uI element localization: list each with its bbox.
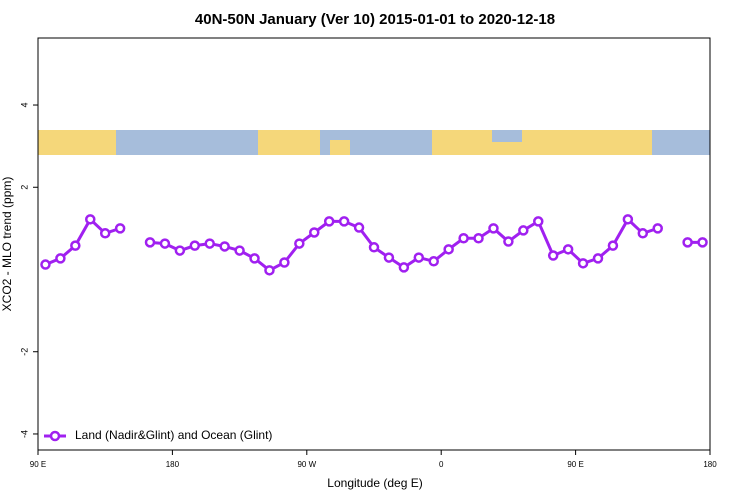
legend: Land (Nadir&Glint) and Ocean (Glint): [44, 428, 272, 442]
point: [533, 216, 544, 227]
point: [428, 256, 439, 267]
point: [562, 244, 574, 255]
point: [219, 241, 230, 252]
point: [398, 262, 410, 273]
legend-label: Land (Nadir&Glint) and Ocean (Glint): [75, 428, 272, 442]
point: [652, 223, 663, 234]
point: [413, 252, 425, 263]
point: [518, 225, 529, 236]
point: [40, 259, 51, 270]
point: [114, 223, 126, 234]
point: [99, 228, 111, 239]
point: [159, 238, 171, 249]
point: [85, 214, 96, 225]
x-tick-label: 0: [439, 460, 444, 469]
point: [338, 216, 350, 227]
point: [458, 232, 469, 244]
point: [70, 240, 81, 251]
point: [189, 240, 201, 251]
point: [473, 232, 484, 244]
point: [547, 250, 559, 261]
point: [204, 238, 215, 249]
point: [697, 237, 708, 248]
x-tick-label: 180: [166, 460, 180, 469]
x-tick-label: 90 E: [567, 460, 583, 469]
point: [323, 216, 335, 227]
y-tick-label: 4: [19, 103, 29, 108]
x-axis-label: Longitude (deg E): [327, 476, 422, 490]
point: [353, 222, 365, 233]
point: [368, 242, 380, 253]
point: [592, 253, 604, 264]
x-tick-label: 90 W: [297, 460, 316, 469]
y-axis-label: XCO2 - MLO trend (ppm): [0, 177, 14, 312]
point: [234, 245, 245, 256]
point: [622, 214, 634, 225]
point: [264, 265, 275, 276]
point: [443, 244, 454, 255]
map-band: [38, 130, 710, 155]
point: [607, 240, 619, 251]
legend-marker: [49, 430, 61, 442]
point: [383, 252, 395, 263]
x-tick-label: 180: [703, 460, 717, 469]
point: [249, 253, 260, 264]
y-tick-label: 2: [19, 185, 29, 190]
point: [637, 228, 649, 239]
point: [309, 227, 320, 238]
y-tick-label: -4: [19, 430, 29, 438]
y-tick-label: -2: [19, 348, 29, 356]
x-tick-label: 90 E: [30, 460, 46, 469]
point: [682, 237, 693, 248]
point: [294, 238, 305, 249]
point: [488, 223, 499, 234]
point: [55, 253, 66, 264]
point: [174, 245, 186, 256]
chart-title: 40N-50N January (Ver 10) 2015-01-01 to 2…: [195, 11, 555, 28]
point: [577, 258, 589, 269]
point: [144, 237, 156, 248]
point: [279, 257, 290, 268]
point: [503, 236, 514, 247]
plot-frame: [37, 37, 711, 451]
